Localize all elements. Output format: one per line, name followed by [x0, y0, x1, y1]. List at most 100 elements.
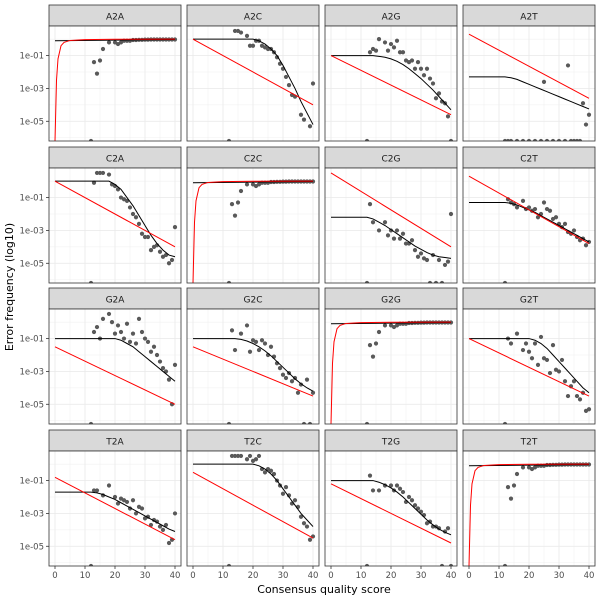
- x-tick-label: 0: [52, 571, 57, 581]
- data-point: [166, 540, 172, 546]
- facet-panel-c2a: C2A 1e-01 1e-03 1e-05: [19, 146, 182, 284]
- data-point: [580, 101, 586, 106]
- y-tick-label: 1e-01: [19, 477, 44, 487]
- data-point: [244, 323, 250, 328]
- data-point: [94, 71, 100, 76]
- x-tick-label: 40: [446, 571, 457, 581]
- data-point: [427, 76, 433, 81]
- facet-title: C2A: [106, 155, 125, 165]
- data-point: [133, 511, 139, 516]
- facet-panel-a2g: A2G: [324, 4, 458, 142]
- data-point: [94, 170, 100, 176]
- data-point: [139, 231, 145, 236]
- data-point: [289, 379, 295, 384]
- data-point: [112, 494, 118, 500]
- data-point: [151, 344, 157, 349]
- data-point: [397, 486, 403, 491]
- data-point: [538, 334, 544, 340]
- data-point: [304, 377, 310, 382]
- data-point: [370, 220, 376, 225]
- data-point: [286, 83, 292, 88]
- data-point: [244, 457, 250, 462]
- data-point: [427, 280, 433, 283]
- data-point: [238, 331, 244, 336]
- facet-panel-t2g: T2G 0 10 20 30 40: [324, 429, 458, 581]
- x-axis-title: Consensus quality score: [257, 583, 391, 596]
- fitted-error-line: [331, 55, 452, 111]
- data-point: [247, 43, 253, 48]
- data-point: [391, 236, 397, 241]
- x-tick-label: 10: [356, 571, 367, 581]
- data-point: [535, 215, 541, 220]
- panel-data: [192, 323, 316, 424]
- y-tick-label: 1e-03: [19, 367, 44, 377]
- nominal-error-line: [192, 471, 314, 539]
- data-point: [523, 341, 529, 346]
- data-point: [100, 170, 106, 176]
- data-point: [88, 563, 94, 566]
- data-point: [283, 375, 289, 381]
- y-tick-label: 1e-05: [19, 400, 44, 410]
- data-point: [409, 498, 415, 503]
- data-point: [271, 471, 277, 477]
- data-point: [253, 457, 259, 462]
- fitted-error-line: [469, 338, 590, 394]
- facet-title: G2C: [244, 296, 263, 306]
- data-point: [127, 339, 133, 344]
- facet-title: A2A: [106, 13, 125, 23]
- nominal-error-line: [54, 476, 176, 541]
- data-point: [172, 362, 178, 367]
- data-point: [136, 221, 142, 226]
- data-point: [559, 357, 565, 363]
- x-tick-label: 10: [218, 571, 229, 581]
- data-point: [244, 182, 250, 187]
- fitted-error-line: [55, 491, 176, 532]
- panel-border: [48, 25, 182, 142]
- data-point: [301, 521, 307, 526]
- data-point: [130, 498, 136, 503]
- data-point: [553, 215, 559, 220]
- data-point: [586, 407, 592, 412]
- data-point: [307, 124, 313, 129]
- data-point: [532, 138, 538, 141]
- data-point: [169, 257, 175, 263]
- data-point: [526, 205, 532, 210]
- data-point: [547, 370, 553, 376]
- data-point: [445, 259, 451, 264]
- data-point: [160, 527, 166, 532]
- data-point: [583, 122, 589, 127]
- fitted-error-line: [55, 180, 176, 258]
- panel-border: [324, 167, 458, 284]
- nominal-error-line: [330, 321, 452, 424]
- nominal-error-line: [468, 33, 590, 99]
- data-point: [442, 262, 448, 268]
- data-point: [97, 170, 103, 176]
- data-point: [571, 228, 577, 233]
- data-point: [364, 563, 370, 566]
- data-point: [526, 138, 532, 141]
- facet-panel-g2a: G2A 1e-01 1e-03 1e-05: [19, 287, 182, 425]
- data-point: [424, 66, 430, 71]
- data-point: [367, 343, 373, 348]
- data-point: [370, 488, 376, 493]
- data-point: [415, 254, 421, 259]
- y-tick-label: 1e-05: [19, 542, 44, 552]
- data-point: [295, 390, 301, 395]
- data-point: [436, 257, 442, 263]
- data-point: [433, 280, 439, 283]
- data-point: [511, 483, 517, 488]
- data-point: [268, 344, 274, 349]
- data-point: [532, 206, 538, 212]
- data-point: [235, 453, 241, 459]
- data-point: [541, 79, 547, 84]
- data-point: [259, 338, 265, 343]
- data-point: [310, 390, 316, 395]
- data-point: [244, 33, 250, 38]
- fitted-error-line: [193, 38, 314, 125]
- facet-panel-c2g: C2G: [324, 146, 458, 284]
- data-point: [508, 496, 514, 501]
- panel-data: [192, 453, 316, 566]
- data-point: [520, 347, 526, 353]
- data-point: [229, 453, 235, 459]
